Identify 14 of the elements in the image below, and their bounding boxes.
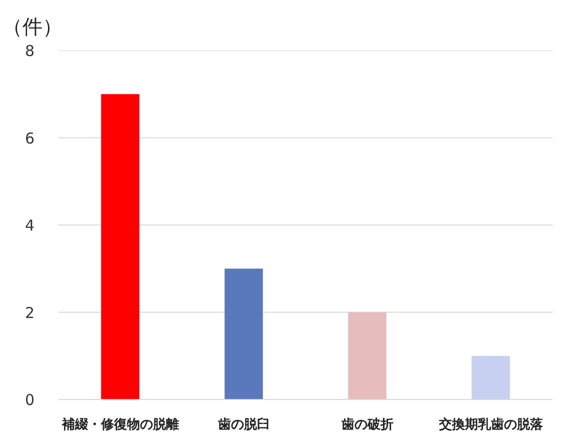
y-tick-label: 0 <box>24 391 35 409</box>
x-tick-label: 歯の脱臼 <box>216 416 270 432</box>
x-tick-label: 交換期乳歯の脱落 <box>438 416 544 432</box>
x-tick-label: 補綴・修復物の脱離 <box>60 416 179 432</box>
bar <box>224 268 263 400</box>
y-tick-label: 2 <box>24 304 35 322</box>
y-tick-label: 8 <box>24 42 35 60</box>
y-axis-title: （件） <box>2 14 62 38</box>
x-tick-label: 歯の破折 <box>340 418 394 432</box>
y-tick-label: 4 <box>24 216 35 234</box>
bar <box>348 312 386 400</box>
bar <box>101 94 140 400</box>
bar <box>472 356 510 400</box>
y-tick-label: 6 <box>24 129 35 148</box>
